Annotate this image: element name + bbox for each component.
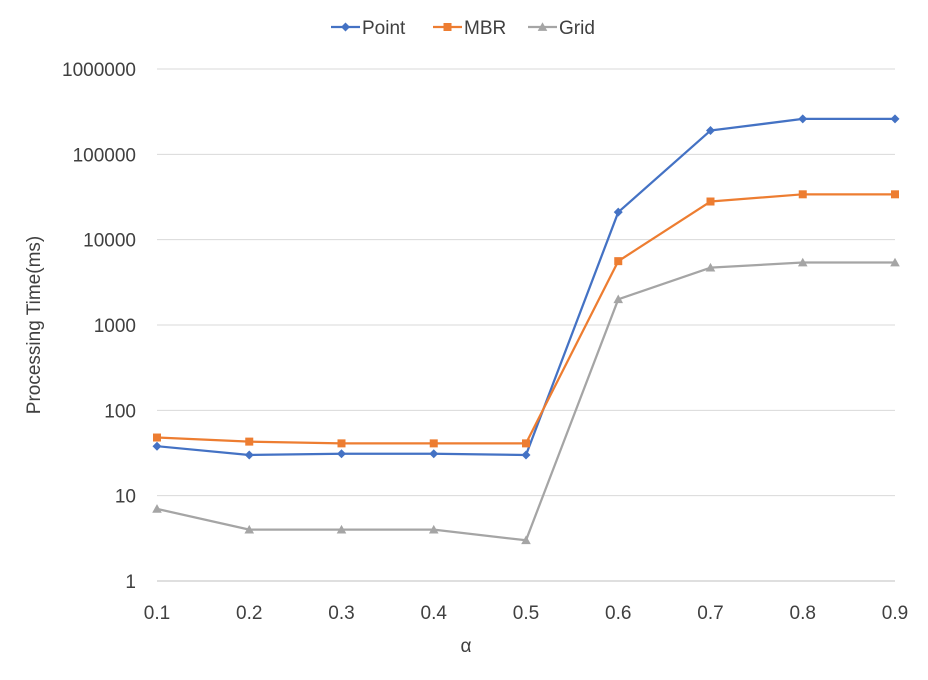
legend-item-grid: Grid	[528, 18, 595, 39]
data-point-point	[521, 450, 531, 460]
data-point-grid	[152, 504, 162, 513]
data-point-point	[798, 114, 808, 124]
y-axis-title: Processing Time(ms)	[24, 236, 45, 414]
x-tick-label: 0.8	[790, 603, 816, 624]
data-point-grid	[705, 262, 716, 272]
data-point-point	[613, 207, 623, 217]
data-point-mbr	[706, 197, 715, 206]
series-line-grid	[156, 261, 895, 542]
data-point-point	[152, 441, 162, 451]
data-point-grid	[797, 257, 808, 267]
series-line-point	[156, 117, 895, 457]
data-point-mbr	[522, 439, 530, 448]
x-tick-label: 0.5	[513, 603, 539, 624]
data-point-point	[244, 450, 254, 460]
legend-label-mbr: MBR	[464, 18, 506, 39]
x-axis-title: α	[461, 636, 472, 657]
data-point-grid	[890, 257, 900, 267]
data-point-grid	[336, 524, 347, 534]
x-tick-label: 0.9	[882, 603, 908, 624]
data-point-mbr	[429, 439, 438, 448]
legend-marker-grid	[537, 22, 548, 31]
data-point-mbr	[891, 190, 899, 199]
x-tick-label: 0.2	[236, 603, 262, 624]
axes: 1 10 100 1000 10000 100000 1000000 0.1 0.2 0.3 0.4…	[62, 60, 908, 624]
data-point-grid	[521, 535, 531, 545]
data-point-point	[890, 114, 900, 124]
data-point-grid	[244, 524, 255, 534]
series-markers	[152, 114, 900, 545]
y-tick-label: 10	[115, 487, 136, 508]
gridlines	[157, 68, 895, 497]
x-tick-label: 0.7	[697, 603, 723, 624]
y-tick-label: 10000	[83, 231, 136, 252]
data-point-point	[429, 449, 439, 459]
data-point-grid	[428, 524, 439, 534]
legend: Point MBR Grid	[331, 18, 595, 39]
data-point-mbr	[245, 437, 254, 446]
series-lines	[156, 117, 895, 542]
data-point-mbr	[798, 190, 807, 199]
x-tick-label: 0.4	[421, 603, 448, 624]
data-point-mbr	[337, 439, 346, 448]
y-tick-label: 1	[125, 572, 136, 593]
data-point-mbr	[614, 257, 623, 266]
x-tick-label: 0.6	[605, 603, 631, 624]
legend-item-point: Point	[331, 18, 406, 39]
x-tick-label: 0.3	[328, 603, 354, 624]
x-tick-label: 0.1	[144, 603, 170, 624]
data-point-mbr	[153, 433, 161, 442]
legend-item-mbr: MBR	[433, 18, 506, 39]
y-tick-label: 1000000	[62, 60, 136, 81]
y-tick-label: 100000	[73, 145, 136, 166]
data-point-point	[337, 449, 346, 459]
data-point-point	[706, 126, 715, 136]
legend-label-point: Point	[362, 18, 406, 39]
legend-label-grid: Grid	[559, 18, 595, 39]
y-tick-label: 100	[104, 401, 136, 422]
legend-marker-point	[341, 22, 350, 32]
y-tick-label: 1000	[94, 316, 136, 337]
series-line-mbr	[156, 193, 895, 445]
data-point-grid	[613, 294, 624, 304]
legend-marker-mbr	[443, 23, 452, 31]
